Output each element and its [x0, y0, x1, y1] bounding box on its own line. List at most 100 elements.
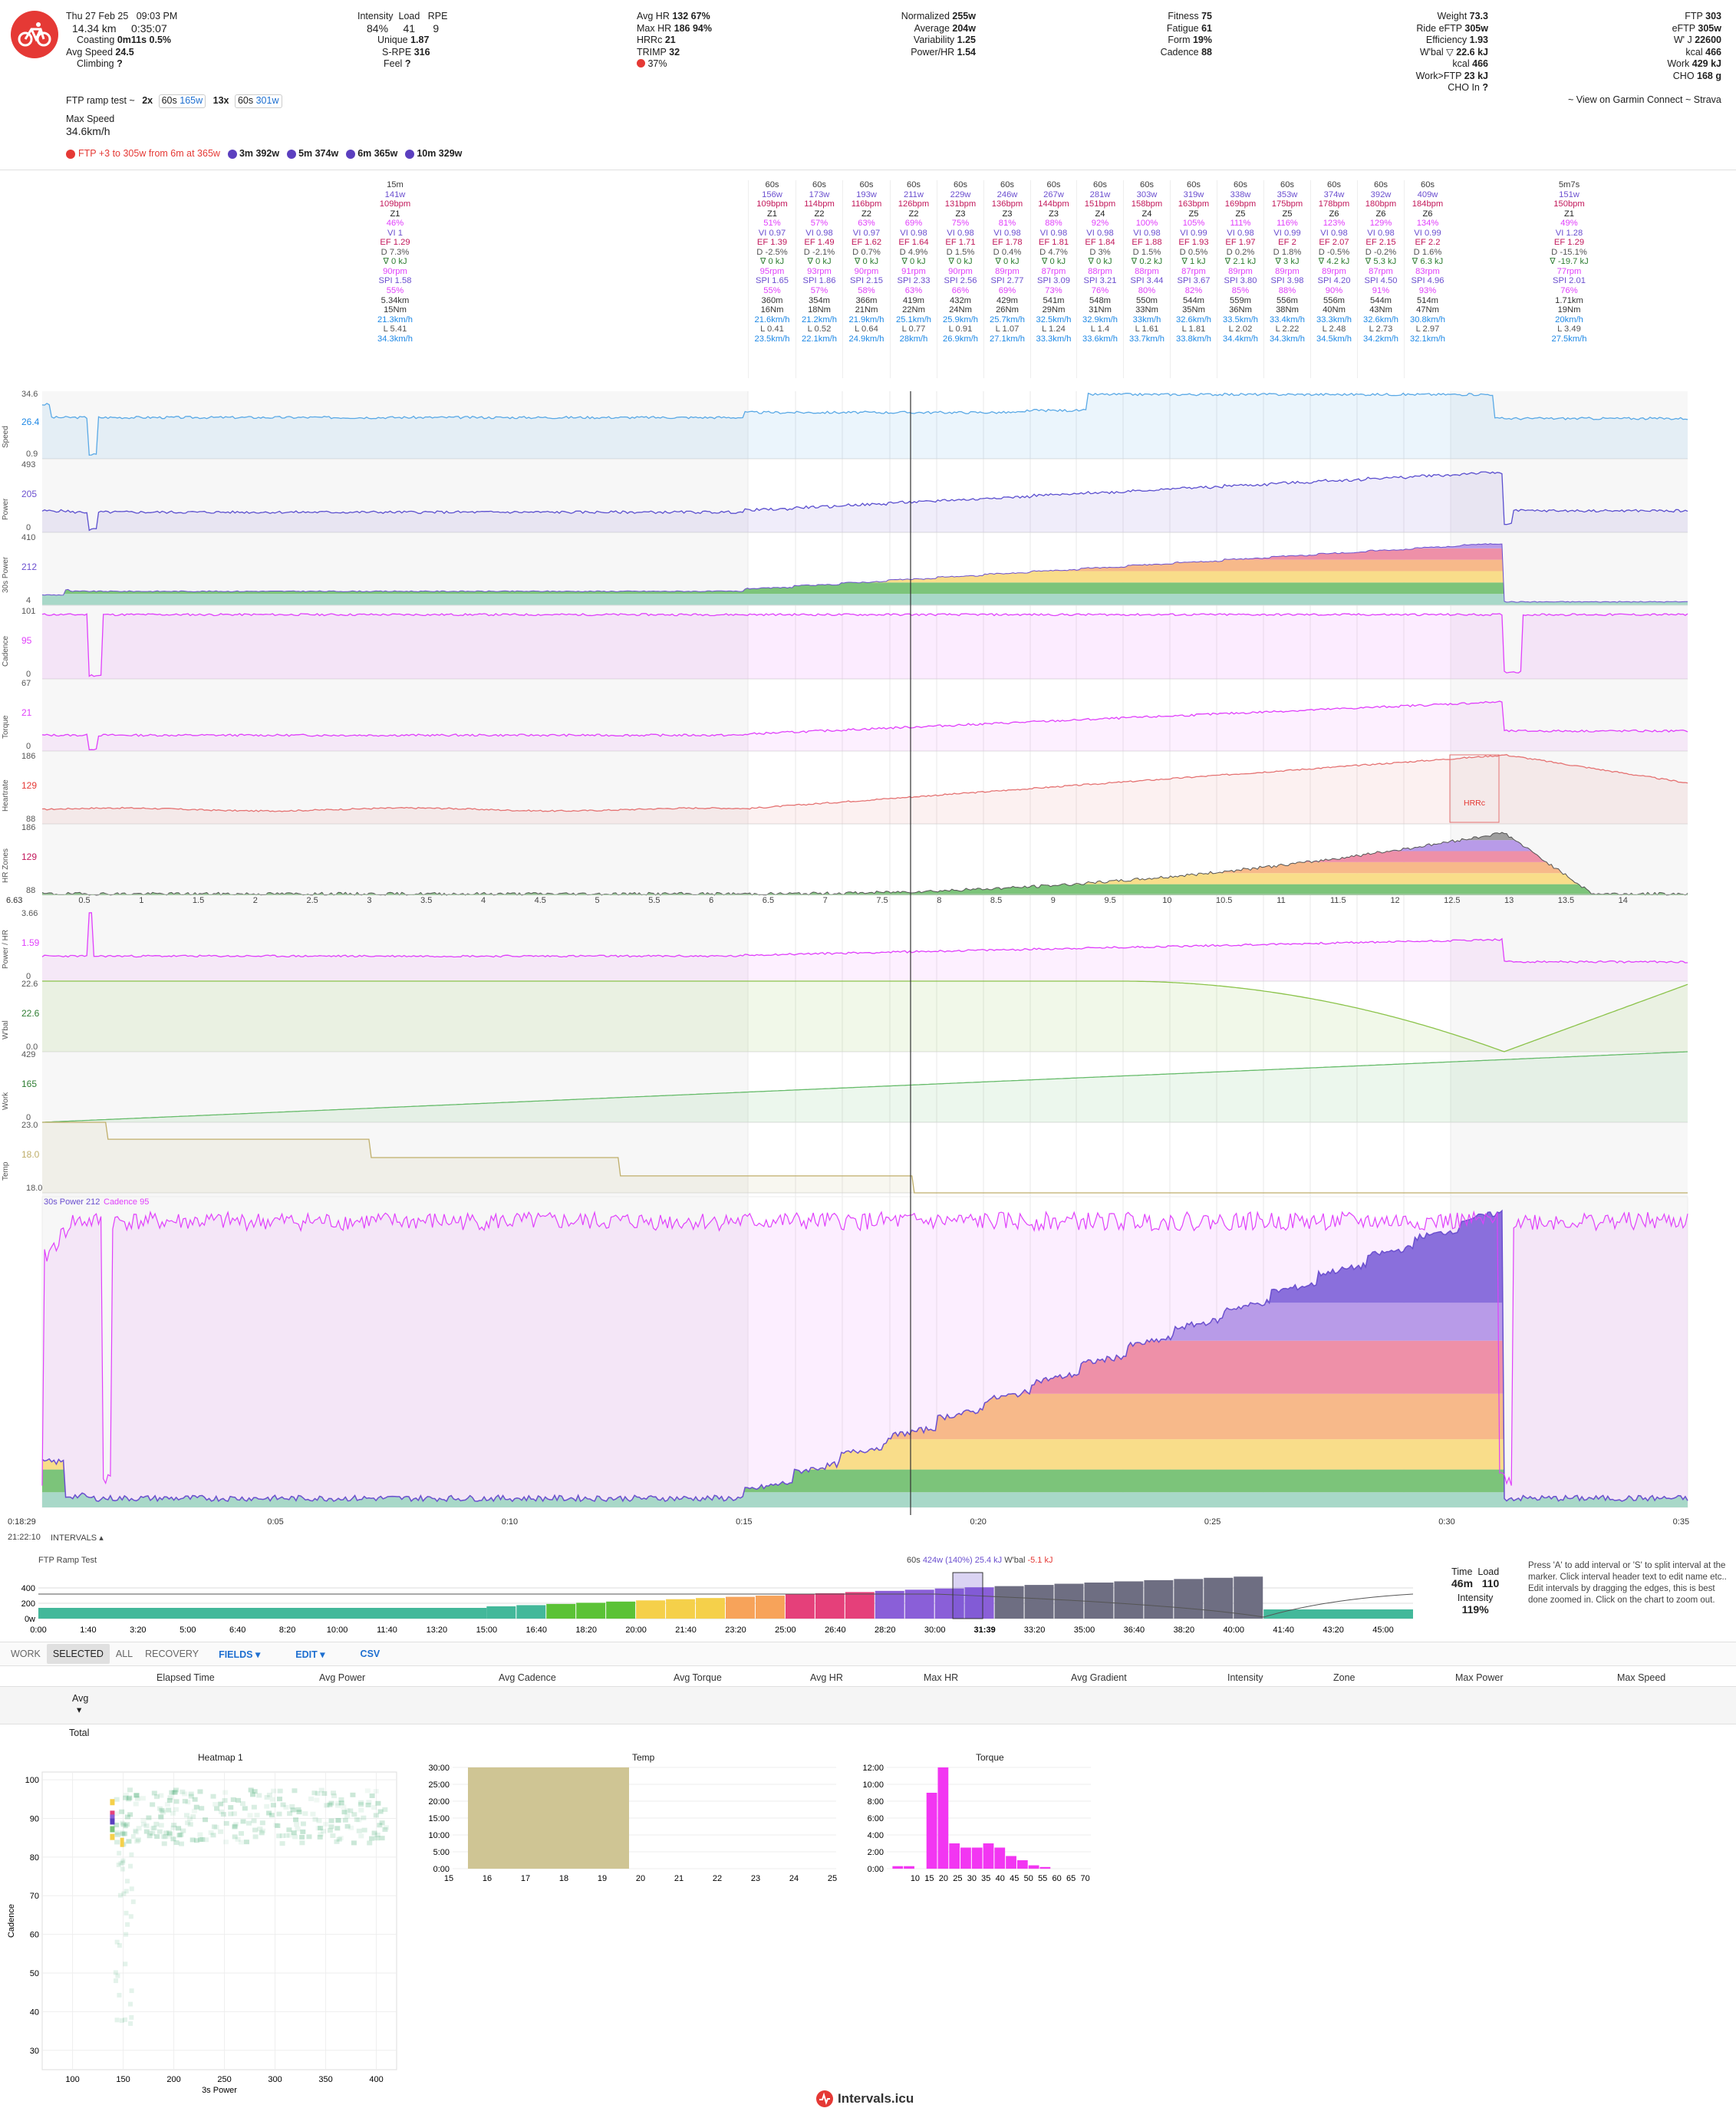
interval-header[interactable]: 15m 141w 109bpm Z1 46% VI 1 EF 1.29 D 7.3% ∇ 0 k… — [42, 180, 748, 378]
table-col-header[interactable]: Max Speed — [1617, 1672, 1666, 1683]
interval-header[interactable]: 60s 156w 109bpm Z1 51% VI 0.97 EF 1.39 D -2.5% ∇… — [748, 180, 796, 378]
activity-date: Thu 27 Feb 25 — [66, 11, 129, 21]
interval-header[interactable]: 60s 392w 180bpm Z6 129% VI 0.98 EF 2.15 D -0.2%… — [1357, 180, 1404, 378]
interval-header[interactable]: 60s 246w 136bpm Z3 81% VI 0.98 EF 1.78 D 0.4% ∇ … — [983, 180, 1030, 378]
intervals-toggle[interactable]: INTERVALS ▴ — [51, 1533, 104, 1543]
heatmap-cell — [259, 1830, 265, 1836]
heatmap-cell — [218, 1809, 224, 1814]
heatmap-cell — [324, 1803, 330, 1808]
speed-chart[interactable] — [41, 392, 1688, 460]
heatmap-cell — [183, 1813, 189, 1818]
km-tick: 4 — [481, 896, 486, 905]
peak-6m[interactable]: 6m 365w — [346, 148, 397, 160]
intervals-logo-icon — [816, 2090, 833, 2107]
csv-button[interactable]: CSV — [360, 1649, 380, 1659]
interval-header[interactable]: 60s 319w 163bpm Z5 105% VI 0.99 EF 1.93 D 0.5% ∇… — [1170, 180, 1217, 378]
table-col-header[interactable]: Intensity — [1227, 1672, 1263, 1683]
peak-10m[interactable]: 10m 329w — [405, 148, 462, 160]
cadence-chart[interactable] — [41, 613, 1688, 680]
peak-icon — [227, 149, 237, 159]
ramp-b-pill[interactable]: 60s 301w — [234, 94, 282, 108]
interval-header[interactable]: 60s 409w 184bpm Z6 134% VI 0.99 EF 2.2 D 1.6% ∇ … — [1404, 180, 1451, 378]
table-col-header[interactable]: Avg Cadence — [499, 1672, 556, 1683]
temp-hist-title: Temp — [632, 1752, 655, 1763]
ftp-alert[interactable]: FTP +3 to 305w from 6m at 365w — [78, 148, 220, 159]
interval-header[interactable]: 60s 229w 131bpm Z3 75% VI 0.98 EF 1.71 D 1.5% ∇ … — [937, 180, 983, 378]
tab-recovery[interactable]: RECOVERY — [145, 1649, 199, 1659]
table-col-header[interactable]: Zone — [1333, 1672, 1356, 1683]
heatmap-cell — [214, 1806, 220, 1811]
tab-all[interactable]: ALL — [115, 1649, 133, 1659]
interval-header[interactable]: 60s 193w 116bpm Z2 63% VI 0.97 EF 1.62 D 0.7% ∇ … — [842, 180, 890, 378]
interval-header[interactable]: 60s 211w 126bpm Z2 69% VI 0.98 EF 1.64 D 4.9% ∇ … — [890, 180, 937, 378]
peak-3m[interactable]: 3m 392w — [227, 148, 279, 160]
peak-5m[interactable]: 5m 374w — [287, 148, 338, 160]
wj-label: W' J — [1673, 35, 1692, 45]
activity-charts[interactable]: 6.63 0.5 1 1.5 2 2.5 3 3.5 4 4.5 5 5.5 6 6.5 7 7.5 8 8.5 9… — [0, 384, 1736, 1550]
interval-header[interactable]: 5m7s 151w 150bpm Z1 49% VI 1.28 EF 1.29 D -15.1… — [1451, 180, 1688, 378]
tab-selected[interactable]: SELECTED — [46, 1644, 110, 1664]
km-tick: 11.5 — [1330, 896, 1346, 905]
interval-header[interactable]: 60s 267w 144bpm Z3 88% VI 0.98 EF 1.81 D 4.7% ∇ … — [1030, 180, 1076, 378]
avg-selector[interactable]: Avg ▾ — [72, 1693, 88, 1715]
tab-work[interactable]: WORK — [11, 1649, 41, 1659]
torque-chart[interactable] — [41, 700, 1688, 752]
torque-histogram[interactable]: 12:00 10:00 8:00 6:00 4:00 2:00 0:00 10 15 20 25 30… — [852, 1761, 1105, 1899]
table-col-header[interactable]: Avg HR — [810, 1672, 843, 1683]
work-chart[interactable] — [41, 1051, 1688, 1123]
interval-stat: ∇ 0 kJ — [1088, 257, 1112, 267]
interval-stat: EF 1.78 — [992, 238, 1023, 248]
interval-header[interactable]: 60s 281w 151bpm Z4 92% VI 0.98 EF 1.84 D 3% ∇ 0 … — [1076, 180, 1123, 378]
interval-header[interactable]: 60s 374w 178bpm Z6 123% VI 0.98 EF 2.07 D -0.5%… — [1310, 180, 1357, 378]
external-links[interactable]: ~ View on Garmin Connect ~ Strava — [1568, 94, 1721, 105]
interval-stat: 151bpm — [1084, 199, 1116, 209]
table-col-header[interactable]: Avg Power — [319, 1672, 366, 1683]
table-col-header[interactable]: Max HR — [924, 1672, 959, 1683]
hrrc-marker[interactable] — [1449, 754, 1500, 823]
climbing-value[interactable]: ? — [117, 58, 123, 69]
ramp-a-pill[interactable]: 60s 165w — [158, 94, 206, 108]
table-col-header[interactable]: Elapsed Time — [156, 1672, 215, 1683]
heartrate-chart[interactable] — [41, 754, 1688, 825]
table-col-header[interactable]: Max Power — [1455, 1672, 1504, 1683]
power30-ymid: 212 — [21, 561, 38, 572]
interval-stat: 87rpm — [1369, 266, 1393, 276]
interval-stat: L 0.91 — [948, 324, 973, 334]
interval-header[interactable]: 60s 303w 158bpm Z4 100% VI 0.98 EF 1.88 D 1.5% ∇… — [1123, 180, 1170, 378]
interval-stat: 556m — [1323, 295, 1345, 305]
heatmap-chart[interactable]: 100 150 200 250 300 350 400 100 90 80 70 60 50 40 30 3s… — [0, 1763, 407, 2100]
summary-block — [606, 1601, 636, 1619]
interval-header[interactable]: 60s 173w 114bpm Z2 57% VI 0.98 EF 1.49 D -2.1% ∇… — [796, 180, 842, 378]
workout-summary-chart[interactable]: 400 200 0w 0:00 1:40 3:20 5:00 6:40 8:20 10:00 11:… — [0, 1565, 1427, 1638]
summary-xtick: 40:00 — [1223, 1626, 1244, 1635]
interval-stat: 180bpm — [1365, 199, 1397, 209]
feel-value[interactable]: ? — [404, 58, 411, 69]
interval-stat: 366m — [855, 295, 878, 305]
interval-stat: EF 2.2 — [1415, 238, 1441, 248]
fields-menu[interactable]: FIELDS ▾ — [212, 1644, 266, 1665]
heatmap-cell — [240, 1819, 246, 1824]
weight-label: Weight — [1437, 11, 1468, 21]
heatmap-xtick: 100 — [65, 2075, 79, 2084]
coasting-value: 0m11s — [117, 35, 147, 45]
interval-header[interactable]: 60s 338w 169bpm Z5 111% VI 0.98 EF 1.97 D 0.2% ∇… — [1217, 180, 1263, 378]
heatmap-cell — [317, 1834, 323, 1840]
heatmap-cell — [170, 1810, 176, 1816]
footer-brand[interactable]: Intervals.icu — [816, 2090, 914, 2107]
temp-chart[interactable] — [42, 1122, 1688, 1194]
rpe-value[interactable]: 9 — [433, 21, 440, 35]
heatmap-cell — [228, 1811, 234, 1817]
edit-menu[interactable]: EDIT ▾ — [289, 1644, 331, 1665]
summary-block — [755, 1596, 785, 1619]
cho-in-value[interactable]: ? — [1482, 82, 1488, 93]
table-col-header[interactable]: Avg Torque — [674, 1672, 722, 1683]
torque-xtick: 10 — [911, 1874, 920, 1883]
table-col-header[interactable]: Avg Gradient — [1071, 1672, 1127, 1683]
power-chart[interactable] — [41, 471, 1688, 533]
power30-cadence-chart[interactable]: 30s Power 212 Cadence 95 — [41, 1196, 1688, 1508]
wbal-chart[interactable] — [42, 980, 1688, 1052]
heatmap-cell — [358, 1833, 364, 1839]
workout-title[interactable]: FTP Ramp Test — [38, 1556, 97, 1565]
